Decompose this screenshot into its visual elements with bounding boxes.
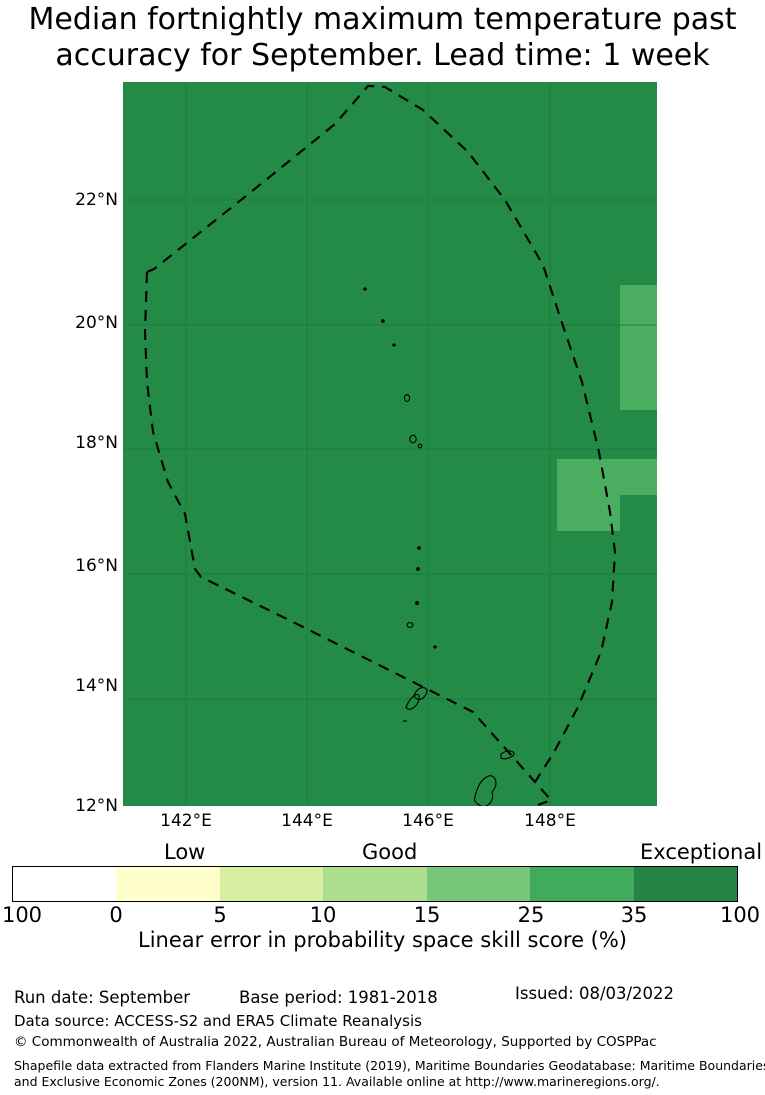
cb-tick-5: 25 bbox=[517, 903, 545, 927]
y-tick-0: 12°N bbox=[75, 796, 118, 816]
footer-issued-date: Issued: 08/03/2022 bbox=[515, 984, 675, 1003]
x-tick-1: 144°E bbox=[281, 811, 333, 831]
heatmap-cells bbox=[557, 285, 657, 531]
colorbar-category-exceptional: Exceptional bbox=[640, 840, 763, 864]
x-tick-3: 148°E bbox=[524, 811, 576, 831]
eez-boundary bbox=[143, 84, 617, 806]
colorbar-axis-label: Linear error in probability space skill … bbox=[138, 928, 627, 952]
cb-tick-7: 100 bbox=[719, 903, 761, 927]
footer-shapefile-line-1: Shapefile data extracted from Flanders M… bbox=[14, 1058, 765, 1073]
cb-tick-4: 15 bbox=[413, 903, 441, 927]
footer-shapefile-line-2: and Exclusive Economic Zones (200NM), ve… bbox=[14, 1074, 660, 1089]
island-coastlines bbox=[363, 287, 515, 806]
y-tick-5: 22°N bbox=[75, 190, 118, 210]
cb-tick-3: 10 bbox=[309, 903, 337, 927]
colorbar-segment-3 bbox=[323, 867, 427, 901]
footer-base-period: Base period: 1981-2018 bbox=[239, 988, 438, 1007]
footer-run-date: Run date: September bbox=[14, 988, 191, 1007]
colorbar-segment-1 bbox=[116, 867, 220, 901]
y-tick-3: 18°N bbox=[75, 433, 118, 453]
page-title-line-1: Median fortnightly maximum temperature p… bbox=[28, 2, 737, 37]
map-svg bbox=[123, 82, 657, 806]
cb-tick-2: 5 bbox=[213, 903, 227, 927]
y-tick-2: 16°N bbox=[75, 556, 118, 576]
colorbar-category-good: Good bbox=[362, 840, 418, 864]
y-axis-labels: 12°N 14°N 16°N 18°N 20°N 22°N bbox=[0, 0, 118, 1095]
cb-tick-1: 0 bbox=[109, 903, 123, 927]
cb-tick-6: 35 bbox=[620, 903, 648, 927]
map-gridlines bbox=[123, 82, 657, 806]
page-title-line-2: accuracy for September. Lead time: 1 wee… bbox=[55, 38, 710, 73]
footer-data-source: Data source: ACCESS-S2 and ERA5 Climate … bbox=[14, 1012, 422, 1030]
colorbar-segment-4 bbox=[426, 867, 531, 901]
cb-tick-0: 100 bbox=[1, 903, 43, 927]
y-tick-1: 14°N bbox=[75, 676, 118, 696]
map-plot-area bbox=[123, 82, 657, 806]
colorbar-segment-6 bbox=[633, 867, 737, 901]
x-tick-2: 146°E bbox=[402, 811, 454, 831]
colorbar-segment-0 bbox=[13, 867, 117, 901]
footer-copyright: © Commonwealth of Australia 2022, Austra… bbox=[14, 1034, 657, 1050]
colorbar-segment-5 bbox=[530, 867, 634, 901]
y-tick-4: 20°N bbox=[75, 313, 118, 333]
x-tick-0: 142°E bbox=[160, 811, 212, 831]
colorbar-category-low: Low bbox=[164, 840, 206, 864]
colorbar-segment-2 bbox=[219, 867, 324, 901]
colorbar bbox=[12, 866, 738, 902]
